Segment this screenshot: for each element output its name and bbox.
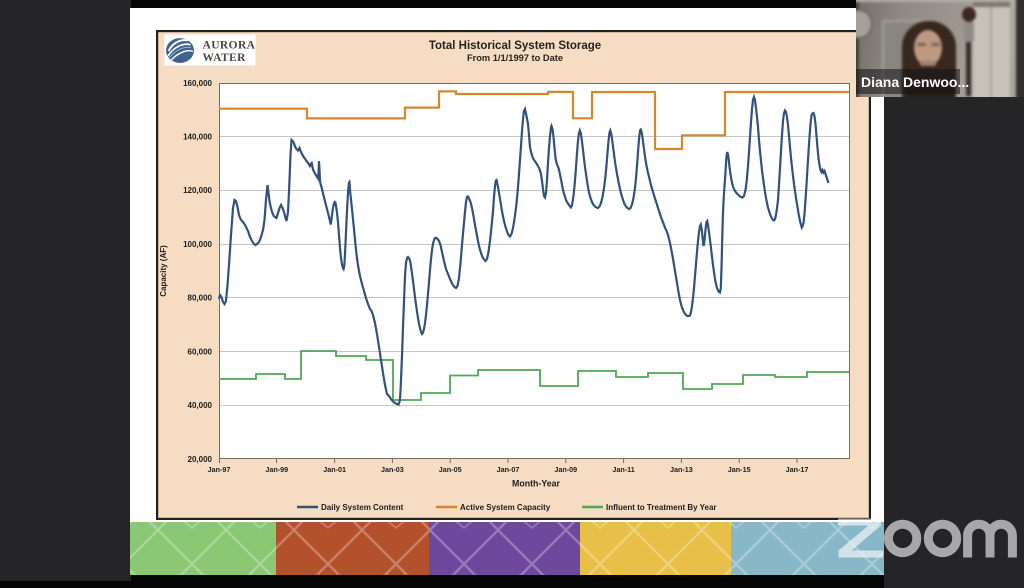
svg-text:Jan-13: Jan-13 [670,465,693,474]
svg-text:Month-Year: Month-Year [512,479,560,489]
svg-text:Daily System Content: Daily System Content [321,503,404,512]
svg-text:140,000: 140,000 [183,133,212,142]
svg-text:Jan-07: Jan-07 [497,465,520,474]
svg-text:Jan-97: Jan-97 [208,465,231,474]
svg-text:Jan-09: Jan-09 [554,465,577,474]
svg-text:Jan-03: Jan-03 [381,465,404,474]
svg-text:100,000: 100,000 [183,240,212,249]
svg-text:Active System Capacity: Active System Capacity [460,503,551,512]
svg-text:60,000: 60,000 [188,347,213,356]
svg-text:Jan-01: Jan-01 [323,465,346,474]
svg-text:20,000: 20,000 [188,455,213,464]
svg-text:Jan-99: Jan-99 [265,465,288,474]
svg-text:Total Historical System Storag: Total Historical System Storage [429,40,601,52]
svg-text:WATER: WATER [203,52,247,64]
svg-text:Jan-11: Jan-11 [612,465,634,474]
svg-text:80,000: 80,000 [188,294,213,303]
svg-text:Influent to Treatment By Year: Influent to Treatment By Year [606,503,717,512]
svg-text:Jan-15: Jan-15 [728,465,751,474]
svg-text:Jan-05: Jan-05 [439,465,462,474]
svg-text:Capacity (AF): Capacity (AF) [159,245,168,297]
svg-text:160,000: 160,000 [183,79,212,88]
svg-text:Jan-17: Jan-17 [786,465,809,474]
svg-text:120,000: 120,000 [183,186,212,195]
svg-text:40,000: 40,000 [188,401,213,410]
svg-text:From 1/1/1997 to Date: From 1/1/1997 to Date [467,53,563,63]
svg-text:AURORA: AURORA [203,39,256,51]
